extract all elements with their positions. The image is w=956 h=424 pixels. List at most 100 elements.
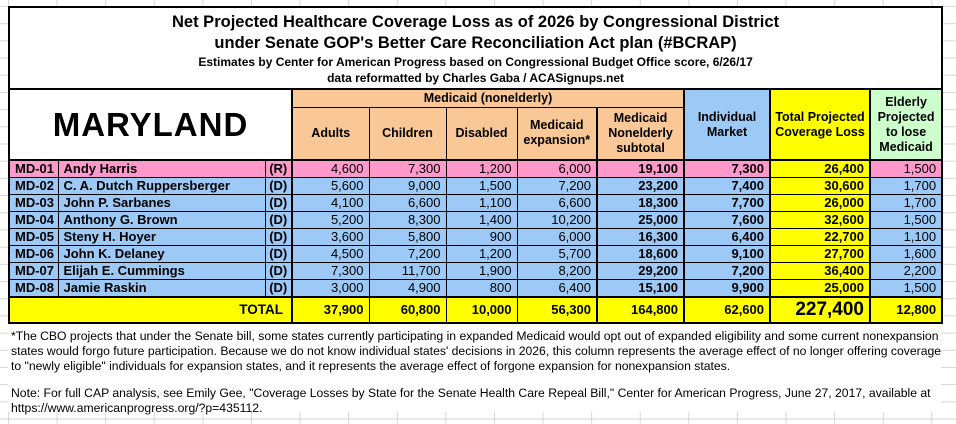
cell-district[interactable]: MD-05 (8, 228, 59, 246)
cell-district[interactable]: MD-06 (8, 245, 59, 263)
medicaid-expansion-header[interactable]: Medicaid expansion* (516, 106, 598, 161)
cell-adults[interactable]: 3,000 (291, 279, 370, 298)
cell-children[interactable]: 5,800 (368, 228, 447, 246)
cell-name[interactable]: John P. Sarbanes (57, 194, 266, 212)
cell-elderly[interactable]: 1,700 (869, 177, 943, 195)
cell-disabled[interactable]: 1,900 (445, 262, 518, 280)
cell-expansion[interactable]: 6,000 (516, 228, 598, 246)
total-elderly-cell[interactable]: 12,800 (869, 296, 943, 324)
cell-elderly[interactable]: 1,500 (869, 159, 943, 178)
disabled-header[interactable]: Disabled (445, 106, 518, 161)
cell-name[interactable]: Andy Harris (57, 159, 266, 178)
cell-subtotal[interactable]: 18,600 (596, 245, 685, 263)
cell-adults[interactable]: 5,200 (291, 211, 370, 229)
cell-market[interactable]: 6,400 (683, 228, 771, 246)
total-expansion-cell[interactable]: 56,300 (516, 296, 598, 324)
cell-party[interactable]: (D) (264, 194, 293, 212)
cell-expansion[interactable]: 7,200 (516, 177, 598, 195)
cell-total[interactable]: 26,000 (769, 194, 871, 212)
cell-children[interactable]: 6,600 (368, 194, 447, 212)
cell-total[interactable]: 22,700 (769, 228, 871, 246)
cell-children[interactable]: 7,200 (368, 245, 447, 263)
cell-disabled[interactable]: 1,500 (445, 177, 518, 195)
total-loss-header[interactable]: Total Projected Coverage Loss (769, 88, 871, 161)
medicaid-group-header[interactable]: Medicaid (nonelderly) (291, 88, 685, 108)
cell-name[interactable]: Jamie Raskin (57, 279, 266, 298)
cell-district[interactable]: MD-08 (8, 279, 59, 298)
individual-market-header[interactable]: Individual Market (683, 88, 771, 161)
cell-disabled[interactable]: 800 (445, 279, 518, 298)
cell-children[interactable]: 4,900 (368, 279, 447, 298)
cell-market[interactable]: 7,300 (683, 159, 771, 178)
cell-subtotal[interactable]: 15,100 (596, 279, 685, 298)
cell-disabled[interactable]: 1,100 (445, 194, 518, 212)
cell-children[interactable]: 7,300 (368, 159, 447, 178)
cell-total[interactable]: 30,600 (769, 177, 871, 195)
cell-name[interactable]: Anthony G. Brown (57, 211, 266, 229)
cell-name[interactable]: Elijah E. Cummings (57, 262, 266, 280)
total-label-cell[interactable]: TOTAL (8, 296, 293, 324)
cell-total[interactable]: 36,400 (769, 262, 871, 280)
cell-market[interactable]: 7,600 (683, 211, 771, 229)
cell-market[interactable]: 7,400 (683, 177, 771, 195)
state-label-cell[interactable]: MARYLAND (8, 88, 293, 161)
cell-party[interactable]: (R) (264, 159, 293, 178)
cell-district[interactable]: MD-07 (8, 262, 59, 280)
cell-name[interactable]: C. A. Dutch Ruppersberger (57, 177, 266, 195)
total-market-cell[interactable]: 62,600 (683, 296, 771, 324)
cell-name[interactable]: John K. Delaney (57, 245, 266, 263)
cell-expansion[interactable]: 6,600 (516, 194, 598, 212)
cell-market[interactable]: 7,200 (683, 262, 771, 280)
cell-expansion[interactable]: 8,200 (516, 262, 598, 280)
cell-elderly[interactable]: 1,600 (869, 245, 943, 263)
cell-total[interactable]: 26,400 (769, 159, 871, 178)
cell-adults[interactable]: 4,100 (291, 194, 370, 212)
cell-expansion[interactable]: 6,400 (516, 279, 598, 298)
children-header[interactable]: Children (368, 106, 447, 161)
cell-disabled[interactable]: 900 (445, 228, 518, 246)
cell-elderly[interactable]: 2,200 (869, 262, 943, 280)
cell-children[interactable]: 8,300 (368, 211, 447, 229)
total-coverage-loss-cell[interactable]: 227,400 (769, 296, 871, 324)
elderly-header[interactable]: Elderly Projected to lose Medicaid (869, 88, 943, 161)
cell-party[interactable]: (D) (264, 262, 293, 280)
cell-adults[interactable]: 7,300 (291, 262, 370, 280)
cell-subtotal[interactable]: 25,000 (596, 211, 685, 229)
cell-market[interactable]: 9,100 (683, 245, 771, 263)
cell-subtotal[interactable]: 18,300 (596, 194, 685, 212)
cell-party[interactable]: (D) (264, 245, 293, 263)
cell-children[interactable]: 9,000 (368, 177, 447, 195)
cell-adults[interactable]: 4,500 (291, 245, 370, 263)
cell-expansion[interactable]: 10,200 (516, 211, 598, 229)
cell-disabled[interactable]: 1,400 (445, 211, 518, 229)
cell-name[interactable]: Steny H. Hoyer (57, 228, 266, 246)
cell-district[interactable]: MD-02 (8, 177, 59, 195)
cell-subtotal[interactable]: 23,200 (596, 177, 685, 195)
cell-party[interactable]: (D) (264, 279, 293, 298)
total-disabled-cell[interactable]: 10,000 (445, 296, 518, 324)
cell-total[interactable]: 25,000 (769, 279, 871, 298)
cell-market[interactable]: 7,700 (683, 194, 771, 212)
total-children-cell[interactable]: 60,800 (368, 296, 447, 324)
cell-subtotal[interactable]: 16,300 (596, 228, 685, 246)
cell-subtotal[interactable]: 29,200 (596, 262, 685, 280)
cell-disabled[interactable]: 1,200 (445, 245, 518, 263)
cell-disabled[interactable]: 1,200 (445, 159, 518, 178)
medicaid-subtotal-header[interactable]: Medicaid Nonelderly subtotal (596, 106, 685, 161)
cell-adults[interactable]: 3,600 (291, 228, 370, 246)
adults-header[interactable]: Adults (291, 106, 370, 161)
cell-expansion[interactable]: 5,700 (516, 245, 598, 263)
cell-adults[interactable]: 4,600 (291, 159, 370, 178)
cell-subtotal[interactable]: 19,100 (596, 159, 685, 178)
cell-party[interactable]: (D) (264, 228, 293, 246)
cell-elderly[interactable]: 1,500 (869, 279, 943, 298)
cell-children[interactable]: 11,700 (368, 262, 447, 280)
cell-elderly[interactable]: 1,500 (869, 211, 943, 229)
cell-party[interactable]: (D) (264, 211, 293, 229)
total-subtotal-cell[interactable]: 164,800 (596, 296, 685, 324)
cell-elderly[interactable]: 1,100 (869, 228, 943, 246)
cell-expansion[interactable]: 6,000 (516, 159, 598, 178)
cell-total[interactable]: 32,600 (769, 211, 871, 229)
cell-total[interactable]: 27,700 (769, 245, 871, 263)
cell-party[interactable]: (D) (264, 177, 293, 195)
